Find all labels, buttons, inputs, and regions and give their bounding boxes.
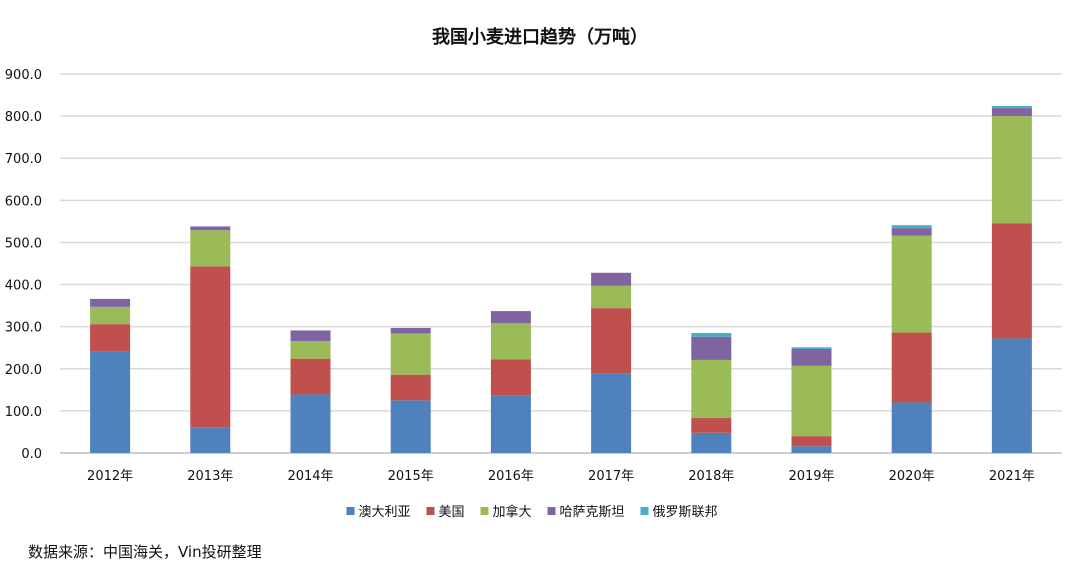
legend: 澳大利亚 美国 加拿大 哈萨克斯坦 俄罗斯联邦 — [346, 504, 718, 520]
bar-segment — [490, 311, 531, 324]
y-tick-label: 400.0 — [5, 279, 42, 294]
bar-segment — [891, 332, 932, 403]
x-tick-label: 2018年 — [688, 469, 734, 484]
bar-segment — [891, 225, 932, 229]
bar-segment — [90, 306, 131, 325]
bar-segment — [90, 298, 131, 307]
bar-segment — [490, 359, 531, 396]
bar-segment — [591, 272, 632, 286]
bar-segment — [290, 358, 331, 395]
bar-segment — [190, 230, 231, 267]
y-tick-label: 200.0 — [5, 363, 42, 378]
bar-segment — [390, 400, 431, 453]
bar-segment — [290, 394, 331, 453]
x-tick-label: 2019年 — [788, 469, 834, 484]
bar-segment — [691, 359, 732, 419]
bar-segment — [791, 348, 832, 366]
legend-label: 加拿大 — [493, 504, 532, 520]
y-tick-label: 100.0 — [5, 405, 42, 420]
bar-segment — [691, 432, 732, 453]
bar-segment — [891, 402, 932, 453]
bar-segment — [390, 327, 431, 334]
x-tick-label: 2020年 — [889, 469, 935, 484]
bar-segment — [390, 333, 431, 375]
y-tick-label: 700.0 — [5, 152, 42, 167]
bar-segment — [891, 228, 932, 236]
bar-segment — [90, 351, 131, 453]
y-tick-label: 600.0 — [5, 194, 42, 209]
bar-segment — [991, 116, 1032, 224]
y-tick-label: 900.0 — [5, 68, 42, 83]
x-tick-label: 2017年 — [588, 469, 634, 484]
bar-segment — [390, 374, 431, 401]
bar-segment — [190, 427, 231, 453]
bar-segment — [190, 226, 231, 231]
legend-label: 哈萨克斯坦 — [560, 505, 625, 520]
stacked-bar-chart: 我国小麦进口趋势（万吨） 0.0 100.0 200.0 300.0 400.0 500.… — [5, 26, 1062, 520]
bar-segment — [490, 395, 531, 453]
bar-segment — [791, 446, 832, 453]
bar-segment — [991, 338, 1032, 453]
legend-label: 美国 — [439, 505, 465, 520]
bar-segment — [991, 223, 1032, 339]
legend-swatch — [346, 507, 355, 515]
legend-swatch — [547, 507, 556, 515]
bar-segment — [691, 418, 732, 433]
bar-segment — [791, 436, 832, 447]
bar-segment — [591, 285, 632, 309]
x-tick-label: 2012年 — [87, 469, 133, 484]
bar-segment — [190, 266, 231, 428]
bar-segment — [591, 373, 632, 453]
legend-label: 澳大利亚 — [359, 504, 411, 520]
chart-title: 我国小麦进口趋势（万吨） — [432, 26, 648, 48]
legend-swatch — [426, 507, 435, 515]
x-tick-label: 2014年 — [287, 469, 333, 484]
x-tick-label: 2013年 — [187, 469, 233, 484]
bar-segment — [991, 108, 1032, 117]
legend-swatch — [480, 507, 489, 515]
bar-segment — [90, 324, 131, 352]
bar-segment — [591, 308, 632, 374]
bar-segment — [290, 340, 331, 359]
legend-label: 俄罗斯联邦 — [653, 505, 718, 520]
bar-segment — [791, 365, 832, 437]
y-tick-label: 500.0 — [5, 236, 42, 251]
y-tick-label: 300.0 — [5, 321, 42, 336]
y-tick-label: 800.0 — [5, 110, 42, 125]
bar-segment — [490, 323, 531, 360]
bar-segment — [791, 347, 832, 349]
bar-segment — [691, 336, 732, 360]
bar-segment — [290, 330, 331, 341]
x-tick-label: 2021年 — [989, 469, 1035, 484]
bar-segment — [991, 106, 1032, 109]
y-tick-label: 0.0 — [21, 447, 42, 462]
x-tick-label: 2016年 — [488, 469, 534, 484]
source-note: 数据来源：中国海关，Vin投研整理 — [28, 543, 262, 561]
x-tick-label: 2015年 — [388, 469, 434, 484]
legend-swatch — [640, 507, 649, 515]
bar-segment — [691, 332, 732, 337]
bar-segment — [891, 235, 932, 333]
